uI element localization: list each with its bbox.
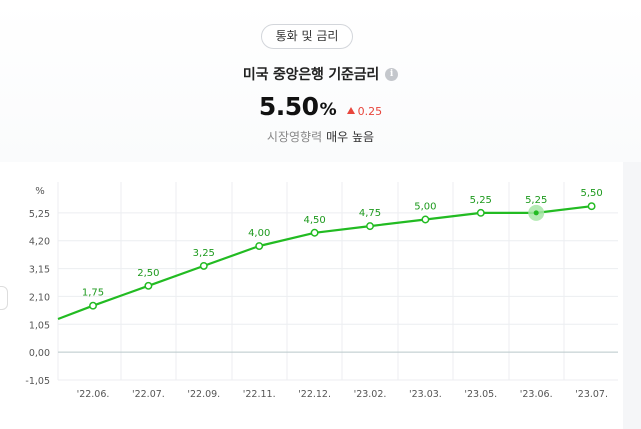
data-point (310, 228, 319, 237)
x-tick-label: '22.06. (77, 389, 110, 400)
x-tick-label: '23.06. (520, 389, 553, 400)
current-value: 5.50 % 0.25 (0, 92, 641, 124)
change-badge: 0.25 (346, 105, 383, 118)
data-label: 4,75 (359, 208, 381, 219)
rate-unit: % (319, 100, 337, 120)
data-point (476, 208, 485, 217)
data-label: 5,50 (580, 188, 602, 199)
rate-value: 5.50 (258, 92, 319, 121)
rate-chart-svg[interactable]: 5,25 4,20 3,15 2,10 1,05 0,00 -1,05% '22.06. '22… (0, 162, 623, 429)
y-unit-label: % (35, 186, 45, 197)
change-value: 0.25 (357, 105, 383, 118)
data-label: 5,00 (414, 201, 436, 212)
data-label: 4,50 (303, 215, 325, 226)
x-tick-label: '23.03. (409, 389, 442, 400)
market-impact: 시장영향력 매우 높음 (0, 128, 641, 146)
data-label: 3,25 (193, 248, 215, 259)
page-title: 미국 중앙은행 기준금리 (242, 67, 380, 83)
x-tick-label: '22.11. (243, 389, 276, 400)
chart-scroll-handle[interactable] (0, 286, 8, 310)
x-tick-label: '23.07. (575, 389, 608, 400)
data-point (421, 215, 430, 224)
x-tick-label: '22.09. (187, 389, 220, 400)
data-point (144, 281, 153, 290)
y-tick-label: 3,15 (29, 265, 50, 276)
x-tick-label: '22.07. (132, 389, 165, 400)
impact-value: 매우 높음 (326, 130, 375, 144)
rate-chart[interactable]: 5,25 4,20 3,15 2,10 1,05 0,00 -1,05% '22.06. '22… (0, 162, 623, 429)
x-tick-label: '22.12. (298, 389, 331, 400)
up-arrow-icon (346, 107, 355, 114)
category-chip[interactable]: 통화 및 금리 (261, 24, 353, 49)
y-tick-label: 4,20 (29, 237, 50, 248)
data-point (89, 301, 97, 310)
data-point (587, 202, 596, 211)
data-label: 1,75 (82, 288, 104, 299)
data-label: 5,25 (470, 195, 492, 206)
data-point (366, 222, 374, 231)
title-row: 미국 중앙은행 기준금리 i (0, 64, 641, 84)
x-tick-label: '23.02. (354, 389, 387, 400)
data-label: 5,25 (525, 195, 547, 206)
data-point (255, 242, 264, 250)
y-tick-label: 1,05 (29, 320, 50, 331)
impact-label: 시장영향력 (266, 130, 323, 144)
x-tick-label: '23.05. (464, 389, 497, 400)
y-tick-label: 5,25 (29, 209, 50, 220)
data-point (199, 261, 208, 270)
data-point (533, 210, 539, 216)
data-label: 2,50 (137, 268, 159, 279)
info-icon[interactable]: i (385, 67, 399, 81)
y-tick-label: -1,05 (25, 376, 50, 387)
data-label: 4,00 (248, 228, 270, 239)
y-tick-label: 2,10 (29, 292, 50, 303)
y-tick-label: 0,00 (29, 348, 50, 359)
